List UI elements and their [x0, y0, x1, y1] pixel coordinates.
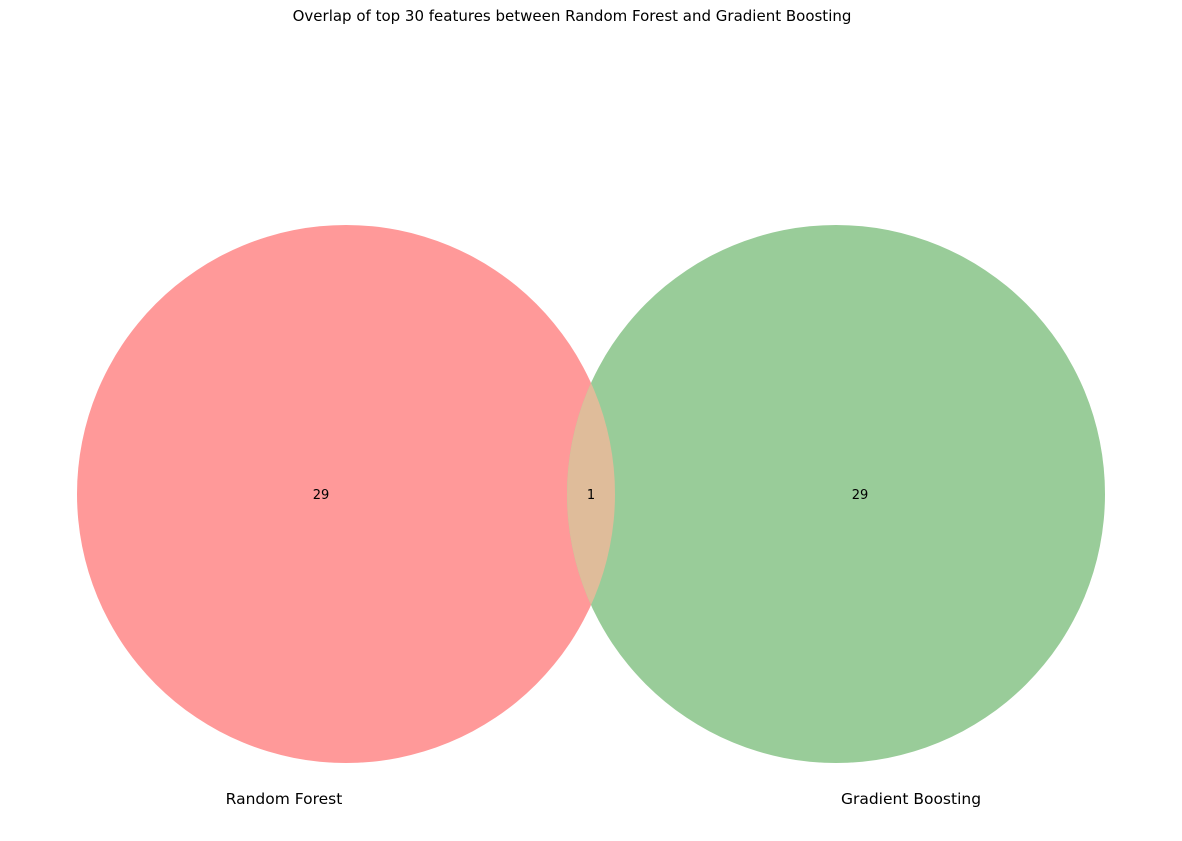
random-forest-label: Random Forest [226, 790, 343, 808]
gradient-boosting-only-count: 29 [852, 488, 869, 503]
gradient-boosting-label: Gradient Boosting [841, 790, 981, 808]
chart-title: Overlap of top 30 features between Rando… [293, 7, 852, 25]
gradient-boosting-circle [567, 225, 1105, 763]
random-forest-only-count: 29 [313, 488, 330, 503]
random-forest-circle [77, 225, 615, 763]
intersection-count: 1 [587, 488, 595, 503]
